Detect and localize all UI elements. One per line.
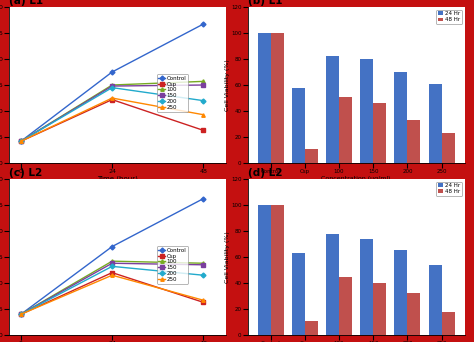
Bar bbox=[258, 33, 271, 163]
150 bbox=[201, 263, 206, 267]
150 bbox=[109, 84, 115, 88]
Text: (d) L2: (d) L2 bbox=[248, 168, 283, 178]
Csp bbox=[18, 139, 24, 143]
150 bbox=[18, 139, 24, 143]
Bar bbox=[428, 265, 442, 335]
Control bbox=[18, 312, 24, 316]
Bar bbox=[305, 321, 318, 335]
Line: Csp: Csp bbox=[19, 98, 205, 143]
Line: 250: 250 bbox=[19, 274, 205, 316]
100 bbox=[201, 79, 206, 83]
200 bbox=[201, 273, 206, 277]
Bar bbox=[326, 234, 339, 335]
Control bbox=[201, 197, 206, 201]
Control bbox=[109, 70, 115, 74]
250 bbox=[109, 96, 115, 100]
Bar bbox=[271, 205, 283, 335]
Bar bbox=[305, 149, 318, 163]
150 bbox=[201, 83, 206, 87]
Line: Csp: Csp bbox=[19, 271, 205, 316]
200 bbox=[109, 264, 115, 268]
Control bbox=[201, 22, 206, 26]
Line: 250: 250 bbox=[19, 96, 205, 143]
Csp bbox=[109, 97, 115, 102]
Line: Control: Control bbox=[19, 22, 205, 143]
Line: 100: 100 bbox=[19, 260, 205, 316]
200 bbox=[201, 98, 206, 103]
Line: Control: Control bbox=[19, 197, 205, 316]
100 bbox=[18, 312, 24, 316]
Control bbox=[109, 245, 115, 249]
Bar bbox=[442, 133, 455, 163]
Bar bbox=[326, 56, 339, 163]
Line: 200: 200 bbox=[19, 265, 205, 316]
100 bbox=[18, 139, 24, 143]
Bar bbox=[360, 239, 374, 335]
250 bbox=[201, 298, 206, 302]
Legend: Control, Csp, 100, 150, 200, 250: Control, Csp, 100, 150, 200, 250 bbox=[157, 246, 188, 284]
Bar bbox=[408, 120, 420, 163]
250 bbox=[109, 273, 115, 277]
X-axis label: Concentration (μg/ml): Concentration (μg/ml) bbox=[321, 176, 391, 181]
250 bbox=[201, 113, 206, 117]
200 bbox=[18, 312, 24, 316]
Text: (a) L1: (a) L1 bbox=[9, 0, 44, 6]
Text: (c) L2: (c) L2 bbox=[9, 168, 43, 178]
Csp bbox=[201, 300, 206, 304]
Csp bbox=[201, 128, 206, 132]
Bar bbox=[258, 205, 271, 335]
Csp bbox=[109, 271, 115, 275]
100 bbox=[109, 83, 115, 87]
100 bbox=[109, 259, 115, 263]
Bar bbox=[374, 283, 386, 335]
150 bbox=[18, 312, 24, 316]
Y-axis label: Cell Viability (%): Cell Viability (%) bbox=[225, 59, 230, 111]
Csp bbox=[18, 312, 24, 316]
Legend: Control, Csp, 100, 150, 200, 250: Control, Csp, 100, 150, 200, 250 bbox=[157, 74, 188, 111]
Bar bbox=[339, 97, 352, 163]
Y-axis label: Cell Viability (%): Cell Viability (%) bbox=[225, 231, 230, 283]
Bar bbox=[339, 277, 352, 335]
200 bbox=[18, 139, 24, 143]
Bar bbox=[374, 103, 386, 163]
Line: 200: 200 bbox=[19, 86, 205, 143]
Text: (b) L1: (b) L1 bbox=[248, 0, 283, 6]
Line: 150: 150 bbox=[19, 262, 205, 316]
Bar bbox=[292, 88, 305, 163]
100 bbox=[201, 261, 206, 265]
X-axis label: Time (hour): Time (hour) bbox=[97, 176, 138, 182]
250 bbox=[18, 139, 24, 143]
Bar bbox=[394, 72, 408, 163]
Legend: 24 Hr, 48 Hr: 24 Hr, 48 Hr bbox=[436, 10, 462, 24]
Bar bbox=[394, 250, 408, 335]
200 bbox=[109, 86, 115, 90]
150 bbox=[109, 261, 115, 265]
Bar bbox=[428, 84, 442, 163]
Control bbox=[18, 139, 24, 143]
Line: 100: 100 bbox=[19, 80, 205, 143]
Bar bbox=[442, 312, 455, 335]
Bar bbox=[408, 293, 420, 335]
Bar bbox=[292, 253, 305, 335]
250 bbox=[18, 312, 24, 316]
Bar bbox=[271, 33, 283, 163]
Bar bbox=[360, 59, 374, 163]
Legend: 24 Hr, 48 Hr: 24 Hr, 48 Hr bbox=[436, 182, 462, 196]
Line: 150: 150 bbox=[19, 83, 205, 143]
